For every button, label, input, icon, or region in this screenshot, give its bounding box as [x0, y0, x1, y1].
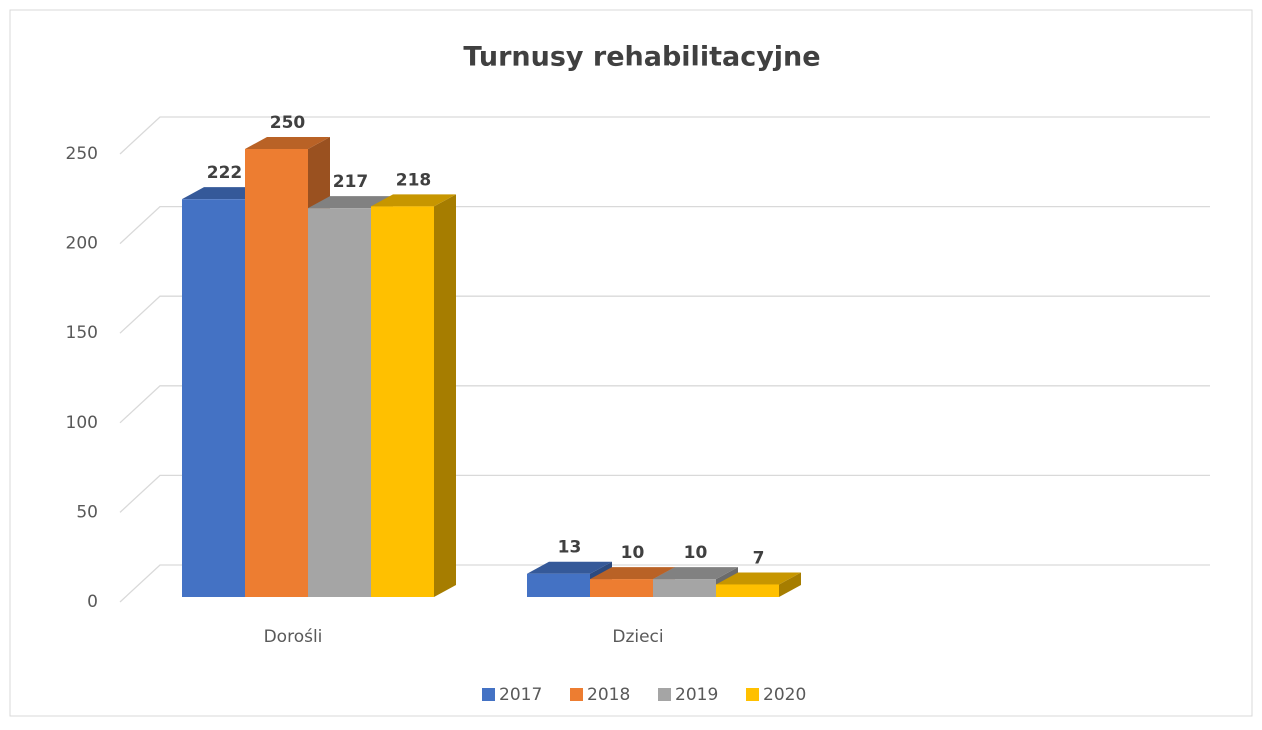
x-tick-label: Dorośli [264, 627, 323, 647]
bar-front [653, 579, 716, 597]
bar-front [716, 584, 779, 597]
value-label: 13 [558, 538, 582, 558]
grid-line [119, 295, 1210, 334]
chart-title: Turnusy rehabilitacyjne [463, 42, 820, 73]
legend-swatch [482, 688, 495, 701]
grid-line [119, 205, 1210, 245]
bar-front [371, 206, 434, 597]
bar-front [308, 208, 371, 598]
legend-label: 2018 [587, 685, 630, 705]
bar-top [716, 572, 801, 585]
y-tick-label: 250 [66, 144, 98, 164]
grid-line [119, 474, 1210, 513]
bar-top [653, 567, 738, 580]
bar-front [182, 199, 245, 597]
grid-line [119, 564, 1210, 603]
y-tick-label: 100 [66, 413, 98, 433]
grid-line [119, 385, 1210, 424]
bar-front [245, 149, 308, 597]
legend-label: 2020 [763, 685, 806, 705]
bar-side [779, 572, 801, 597]
value-label: 222 [207, 163, 243, 183]
bar [371, 194, 456, 597]
bar-top [245, 137, 330, 149]
value-label: 10 [684, 543, 708, 563]
value-label: 250 [270, 113, 306, 133]
x-tick-label: Dzieci [612, 627, 663, 647]
legend-swatch [658, 688, 671, 701]
legend-swatch [746, 688, 759, 701]
value-label: 218 [396, 170, 432, 190]
value-label: 10 [621, 543, 645, 563]
bar [590, 567, 675, 597]
bar-top [527, 561, 612, 574]
bar-top [590, 567, 675, 580]
y-tick-label: 150 [66, 323, 98, 343]
value-label: 7 [753, 548, 765, 568]
legend-label: 2017 [499, 685, 542, 705]
y-tick-label: 200 [66, 234, 98, 254]
value-label: 217 [333, 172, 369, 192]
bar-side [434, 194, 456, 597]
y-tick-label: 0 [87, 592, 98, 612]
bar-top [371, 194, 456, 207]
legend-label: 2019 [675, 685, 718, 705]
legend-swatch [570, 688, 583, 701]
bar-front [590, 579, 653, 597]
grid-line [119, 116, 1210, 155]
bar-top [308, 196, 393, 209]
bar [716, 572, 801, 597]
y-tick-label: 50 [76, 502, 98, 522]
bar-front [527, 573, 590, 597]
